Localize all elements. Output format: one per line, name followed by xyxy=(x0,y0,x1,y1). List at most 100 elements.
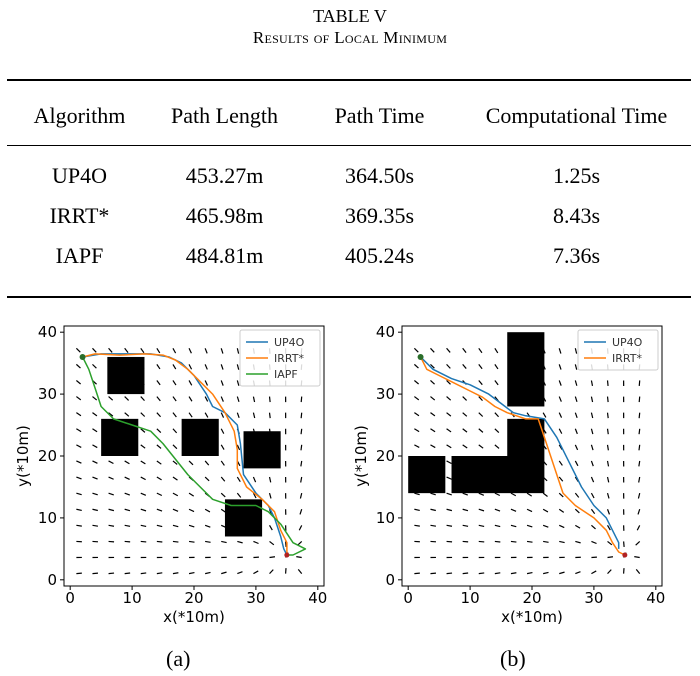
field-arrow xyxy=(172,396,177,402)
field-arrow xyxy=(220,492,226,498)
field-arrow xyxy=(635,540,641,546)
field-arrow xyxy=(140,412,146,417)
field-arrow xyxy=(462,363,467,369)
field-arrow xyxy=(414,444,420,448)
field-arrow xyxy=(76,476,82,480)
field-arrow xyxy=(414,396,420,401)
y-tick-label: 30 xyxy=(376,385,395,403)
field-arrow xyxy=(124,347,129,353)
legend-label: UP4O xyxy=(274,336,305,349)
field-arrow xyxy=(510,540,517,543)
field-arrow xyxy=(156,492,163,497)
table-bottom-rule xyxy=(7,296,691,298)
field-arrow xyxy=(558,524,565,529)
legend: UP4O IRRT* IAPF xyxy=(239,329,321,387)
field-arrow xyxy=(462,524,469,527)
field-arrow xyxy=(300,428,303,435)
field-arrow xyxy=(220,428,225,434)
field-arrow xyxy=(462,428,468,433)
path-line-irrt xyxy=(82,353,288,555)
field-arrow xyxy=(124,492,131,496)
field-arrow xyxy=(268,476,272,483)
path-plot-b: 0 10 20 30 40 0 10 20 30 40 x(*10m) y(*10m) UP4O IRRT… xyxy=(352,323,665,626)
field-arrow xyxy=(558,412,563,418)
field-arrow xyxy=(75,347,81,353)
field-arrow xyxy=(606,428,609,435)
field-arrow xyxy=(92,508,98,512)
field-arrow xyxy=(220,412,225,418)
field-arrow xyxy=(236,412,240,419)
field-arrow xyxy=(140,476,146,481)
field-arrow xyxy=(590,508,596,515)
field-arrow xyxy=(204,460,210,466)
field-arrow xyxy=(204,412,209,418)
field-arrow xyxy=(140,492,147,496)
field-arrow xyxy=(220,476,226,482)
table-cell: IRRT* xyxy=(49,203,110,228)
field-arrow xyxy=(478,540,485,543)
field-arrow xyxy=(430,428,436,433)
field-arrow xyxy=(591,570,597,575)
field-arrow xyxy=(156,380,161,386)
y-tick-label: 40 xyxy=(376,323,395,341)
field-arrow xyxy=(204,380,209,386)
field-arrow xyxy=(526,540,533,543)
field-arrow xyxy=(558,396,562,402)
field-arrow xyxy=(172,476,178,481)
field-arrow xyxy=(558,508,565,513)
field-arrow xyxy=(299,509,303,515)
field-arrow xyxy=(236,396,240,403)
field-arrow xyxy=(92,412,98,417)
field-arrow xyxy=(188,348,192,354)
field-arrow xyxy=(76,444,82,448)
field-arrow xyxy=(574,444,579,451)
field-arrow xyxy=(188,572,195,575)
field-arrow xyxy=(478,347,483,354)
field-arrow xyxy=(430,508,436,512)
legend-label: UP4O xyxy=(612,336,643,349)
table-header-row: Algorithm Path Length Path Time Computat… xyxy=(7,96,691,136)
field-arrow xyxy=(574,396,578,403)
field-arrow xyxy=(590,460,594,467)
field-arrow xyxy=(558,428,563,434)
field-arrow xyxy=(590,428,594,435)
field-arrow xyxy=(188,460,194,466)
field-arrow xyxy=(156,524,163,528)
field-arrow xyxy=(510,524,517,528)
field-arrow xyxy=(510,572,517,575)
field-arrow xyxy=(607,556,614,559)
field-arrow xyxy=(558,348,562,354)
field-arrow xyxy=(76,524,82,527)
field-arrow xyxy=(446,572,453,575)
field-arrow xyxy=(543,540,549,543)
table-cell: 405.24s xyxy=(344,243,415,268)
field-arrow xyxy=(494,524,501,528)
field-arrow xyxy=(591,524,596,530)
field-arrow xyxy=(494,540,501,543)
field-arrow xyxy=(92,460,98,464)
field-arrow xyxy=(575,524,581,529)
field-arrow xyxy=(462,508,469,512)
field-arrow xyxy=(559,540,565,544)
x-tick-label: 40 xyxy=(646,589,665,607)
figure-b-caption: (b) xyxy=(500,646,526,671)
field-arrow xyxy=(108,476,114,480)
field-arrow xyxy=(574,492,580,498)
obstacle xyxy=(107,356,145,395)
table-header-rule xyxy=(7,145,691,146)
path-plot-a: 0 10 20 30 40 0 10 20 30 40 x(*10m) y(*10m) UP4O IRRT… xyxy=(14,323,327,626)
field-arrow xyxy=(638,428,641,435)
field-arrow xyxy=(430,492,436,496)
field-arrow xyxy=(606,492,610,499)
y-tick-label: 0 xyxy=(47,571,57,589)
field-arrow xyxy=(542,412,547,418)
field-arrow xyxy=(140,508,147,512)
field-arrow xyxy=(430,347,435,353)
field-arrow xyxy=(590,396,594,403)
field-arrow xyxy=(574,412,578,419)
field-arrow xyxy=(638,396,641,403)
field-arrow xyxy=(606,412,609,419)
y-axis-label: y(*10m) xyxy=(352,425,370,487)
field-arrow xyxy=(140,347,145,354)
field-arrow xyxy=(634,556,640,559)
